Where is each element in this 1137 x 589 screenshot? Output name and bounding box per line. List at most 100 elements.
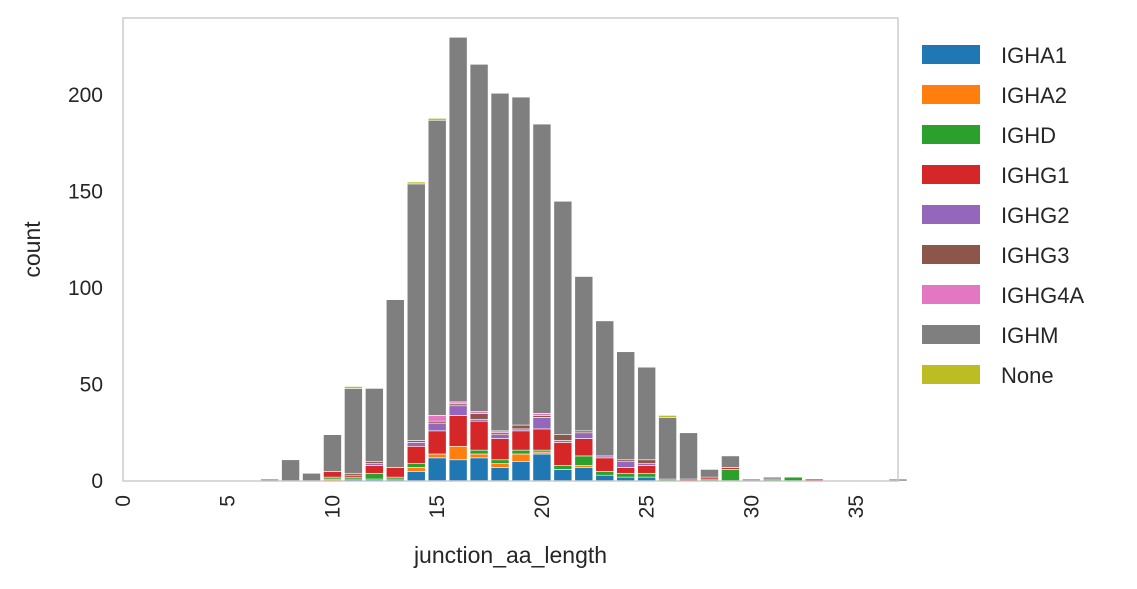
bar-ighg2-22 (574, 432, 594, 439)
bar-ighm-10 (323, 434, 342, 472)
bar-ighm-8 (281, 459, 300, 482)
x-tick-label: 0 (112, 495, 135, 507)
bar-igha2-18 (490, 463, 510, 468)
y-tick-label: 200 (68, 84, 103, 107)
x-tick-label: 35 (845, 495, 868, 518)
bar-ighm-17 (469, 64, 489, 412)
bar-ighg1-18 (490, 438, 510, 461)
bar-ighm-15 (427, 119, 447, 416)
legend-label-none: None (1001, 363, 1054, 388)
bar-ighd-12 (365, 472, 384, 480)
bar-ighm-9 (302, 472, 321, 482)
x-tick-label: 5 (217, 495, 240, 507)
x-tick-label: 20 (531, 495, 554, 518)
bar-ighm-14 (406, 183, 426, 441)
bar-igha1-16 (448, 459, 468, 482)
legend-label-ighg2: IGHG2 (1001, 203, 1069, 228)
bar-ighg2-24 (616, 461, 636, 468)
bar-ighg1-24 (616, 467, 636, 474)
y-axis-label: count (19, 221, 45, 278)
bar-ighg2-18 (490, 434, 510, 439)
bar-igha2-19 (511, 453, 531, 463)
bar-igha2-15 (427, 453, 447, 459)
bar-ighm-18 (490, 92, 510, 432)
bar-ighg1-19 (511, 430, 531, 451)
legend-swatch-ighd (922, 125, 980, 144)
bar-ighg3-19 (511, 424, 531, 430)
bar-none-14 (406, 181, 426, 185)
legend-swatch-ighg4a (922, 285, 980, 304)
legend-swatch-igha1 (922, 45, 980, 64)
bar-ighm-22 (574, 276, 594, 432)
legend: IGHA1 IGHA2 IGHD IGHG1 IGHG2 IGHG3 IGHG4A IGHM N… (922, 43, 1084, 388)
bar-none-26 (658, 415, 677, 418)
bar-ighm-20 (532, 123, 552, 414)
x-tick-label: 15 (426, 495, 449, 518)
bar-ighg1-25 (637, 465, 656, 474)
y-tick-label: 100 (68, 277, 103, 300)
x-tick-label: 25 (636, 495, 659, 518)
bar-ighg3-17 (469, 413, 489, 420)
bar-ighm-24 (616, 351, 636, 461)
bar-ighg1-21 (553, 442, 573, 466)
bar-ighm-21 (553, 200, 573, 435)
bar-ighm-13 (385, 299, 405, 468)
legend-swatch-none (922, 365, 980, 384)
bar-ighd-24 (616, 472, 636, 478)
bar-igha1-14 (406, 471, 426, 482)
bar-none-15 (427, 118, 447, 121)
bar-igha1-19 (511, 461, 531, 482)
bar-ighg1-23 (595, 457, 615, 472)
bar-ighd-29 (721, 469, 740, 482)
bar-ighd-23 (595, 471, 615, 476)
bar-igha2-16 (448, 445, 468, 461)
legend-label-ighd: IGHD (1001, 123, 1056, 148)
bar-igha1-15 (427, 457, 447, 482)
bar-ighg2-14 (406, 442, 426, 447)
legend-label-ighm: IGHM (1001, 323, 1058, 348)
bar-igha1-17 (469, 457, 489, 482)
bar-ighm-31 (763, 476, 782, 480)
legend-swatch-ighg1 (922, 165, 980, 184)
bar-igha2-14 (406, 467, 426, 472)
bar-none-11 (344, 386, 363, 389)
bar-ighm-26 (658, 417, 677, 480)
x-tick-label: 10 (321, 495, 344, 518)
y-ticks: 0 50 100 150 200 (68, 84, 103, 493)
bar-ighg1-22 (574, 438, 594, 457)
bar-ighd-22 (574, 455, 594, 466)
legend-label-igha1: IGHA1 (1001, 43, 1067, 68)
bar-ighg1-16 (448, 415, 468, 447)
bar-ighg1-13 (385, 467, 405, 478)
legend-swatch-ighm (922, 325, 980, 344)
legend-swatch-igha2 (922, 85, 980, 104)
legend-label-ighg4a: IGHG4A (1001, 283, 1084, 308)
bar-ighd-19 (511, 449, 531, 455)
bar-ighg1-15 (427, 430, 447, 455)
bar-igha1-21 (553, 469, 573, 482)
x-ticks: 0 5 10 15 20 25 30 35 (112, 495, 868, 518)
x-axis-label: junction_aa_length (413, 542, 607, 568)
bars-group (260, 36, 908, 482)
bar-ighm-23 (595, 320, 615, 457)
bar-ighd-25 (637, 472, 656, 478)
bar-ighg1-14 (406, 445, 426, 464)
bar-ighd-21 (553, 465, 573, 470)
bar-igha1-20 (532, 453, 552, 482)
bar-ighg1-10 (323, 471, 342, 478)
y-tick-label: 50 (80, 374, 103, 397)
bar-ighm-25 (637, 366, 656, 461)
bar-ighm-19 (511, 96, 531, 426)
bar-igha2-17 (469, 453, 489, 459)
x-tick-label: 30 (740, 495, 763, 518)
bar-ighd-17 (469, 449, 489, 455)
legend-swatch-ighg2 (922, 205, 980, 224)
bar-ighg4a-15 (427, 415, 447, 422)
bar-ighm-29 (721, 455, 740, 468)
legend-swatch-ighg3 (922, 245, 980, 264)
plot-frame (122, 17, 899, 482)
legend-label-ighg1: IGHG1 (1001, 163, 1069, 188)
bar-ighg2-15 (427, 422, 447, 432)
bar-ighg2-20 (532, 417, 552, 430)
bar-ighd-18 (490, 459, 510, 464)
